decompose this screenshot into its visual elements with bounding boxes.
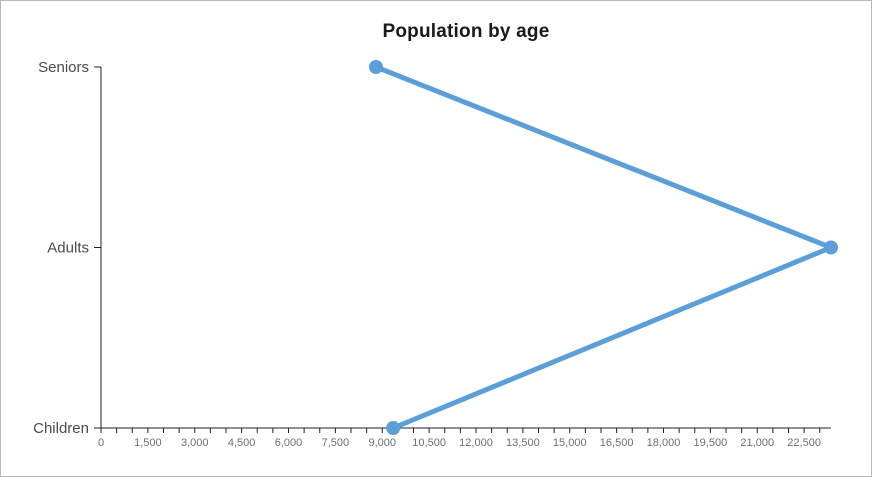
- x-axis-tick-label: 0: [98, 437, 104, 449]
- series-line: [373, 64, 834, 431]
- x-axis-tick-label: 12,000: [459, 437, 493, 449]
- x-axis-tick-label: 21,000: [740, 437, 774, 449]
- x-axis-tick-label: 7,500: [322, 437, 350, 449]
- x-axis-tick-label: 3,000: [181, 437, 209, 449]
- data-point-marker: [386, 421, 401, 435]
- x-axis-tick-label: 6,000: [275, 437, 303, 449]
- data-point-marker: [824, 240, 838, 255]
- x-axis-tick-label: 4,500: [228, 437, 256, 449]
- x-axis-tick-label: 10,500: [412, 437, 446, 449]
- data-point-marker: [369, 60, 383, 74]
- chart-title: Population by age: [382, 21, 550, 42]
- category-label: Children: [33, 420, 89, 437]
- x-axis-tick-label: 1,500: [134, 437, 162, 449]
- category-label: Adults: [47, 240, 89, 257]
- x-axis-tick-label: 16,500: [600, 437, 634, 449]
- x-axis-tick-label: 18,000: [647, 437, 681, 449]
- x-axis-tick-label: 13,500: [506, 437, 540, 449]
- x-axis-tick-label: 9,000: [368, 437, 396, 449]
- category-label: Seniors: [38, 59, 89, 76]
- x-axis-tick-label: 19,500: [694, 437, 728, 449]
- x-axis-tick-label: 22,500: [787, 437, 821, 449]
- x-axis-tick-label: 15,000: [553, 437, 587, 449]
